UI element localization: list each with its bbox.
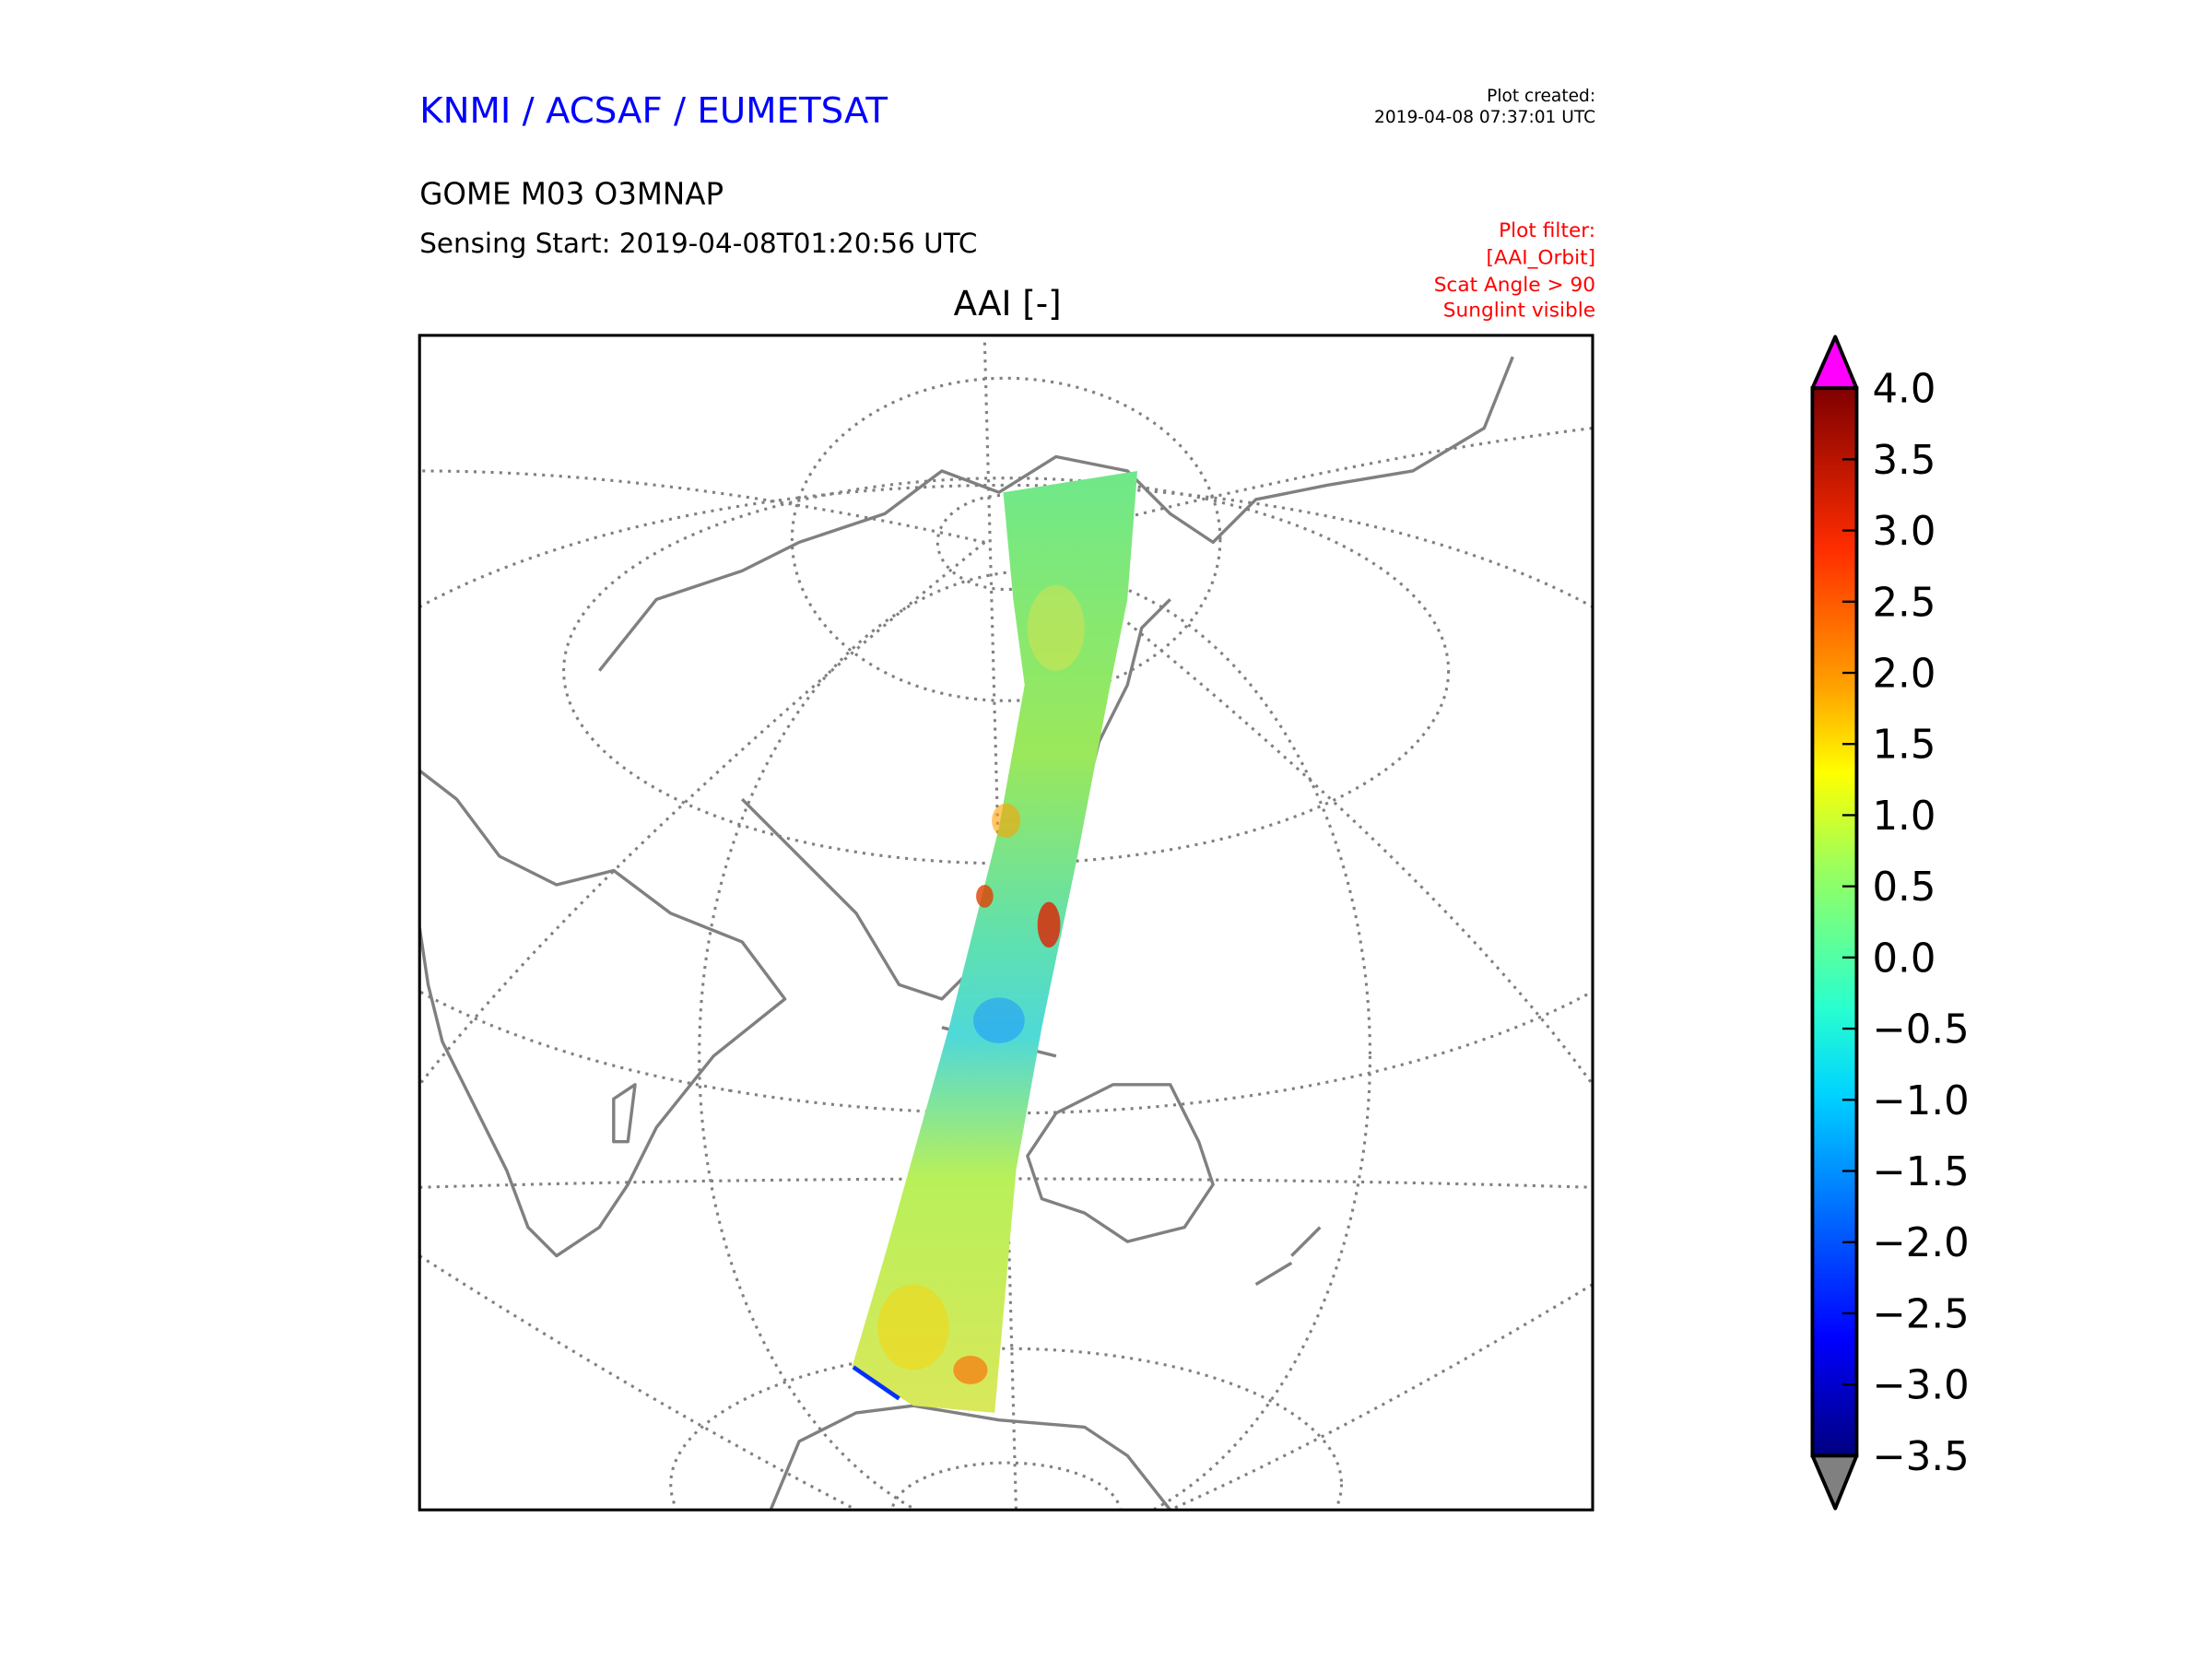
colorbar-tick-label: 0.5 [1872,865,1936,911]
chart-title: AAI [-] [954,284,1062,324]
colorbar-under-arrow [1810,1453,1859,1511]
colorbar-tick-label: 2.0 [1872,651,1936,697]
coast-antarctica [769,1404,1172,1511]
coast-africa-europe [419,769,787,1258]
agency-title: KNMI / ACSAF / EUMETSAT [419,90,888,132]
colorbar-tick-label: −3.5 [1872,1434,1969,1480]
coast-new-zealand [1254,1226,1322,1287]
colorbar: 4.0 3.5 3.0 2.5 2.0 1.5 1.0 0.5 0.0 −0.5 −1.0 −1.5 −… [1810,335,1970,1511]
colorbar-over-arrow [1810,335,1859,391]
colorbar-tick-label: −1.0 [1872,1078,1969,1124]
plot-created-label: Plot created: [1487,87,1595,106]
colorbar-tick-label: 2.5 [1872,580,1936,626]
plot-filter: Plot filter: [AAI_Orbit] Scat Angle > 90… [1434,219,1595,323]
coast-madagascar [612,1083,637,1144]
colorbar-gradient [1810,386,1859,1458]
colorbar-tick-label: −1.5 [1872,1149,1969,1195]
colorbar-tick-label: 1.0 [1872,794,1936,840]
filter-line: Plot filter: [1499,219,1595,242]
map [419,342,1593,1511]
colorbar-tick-label: 0.0 [1872,935,1936,982]
colorbar-ticks: 4.0 3.5 3.0 2.5 2.0 1.5 1.0 0.5 0.0 −0.5 −1.0 −1.5 −… [1841,367,1970,1480]
filter-line: [AAI_Orbit] [1487,246,1596,269]
aai-orbit-swath [852,470,1138,1413]
product-title: GOME M03 O3MNAP [419,176,724,211]
colorbar-tick-label: 3.0 [1872,509,1936,555]
colorbar-tick-label: 1.5 [1872,723,1936,769]
filter-line: Sunglint visible [1443,300,1595,323]
colorbar-tick-label: −2.5 [1872,1291,1969,1337]
swath-hotspots [852,584,1085,1401]
colorbar-tick-label: −3.0 [1872,1363,1969,1409]
colorbar-tick-label: 4.0 [1872,367,1936,413]
colorbar-tick-label: −2.0 [1872,1220,1969,1266]
filter-line: Scat Angle > 90 [1434,274,1595,297]
colorbar-tick-label: 3.5 [1872,438,1936,484]
colorbar-tick-label: −0.5 [1872,1007,1969,1053]
coast-australia [1026,1083,1215,1243]
plot-created-time: 2019-04-08 07:37:01 UTC [1374,108,1595,127]
map-frame [418,334,1594,1512]
sensing-start: Sensing Start: 2019-04-08T01:20:56 UTC [419,228,977,259]
